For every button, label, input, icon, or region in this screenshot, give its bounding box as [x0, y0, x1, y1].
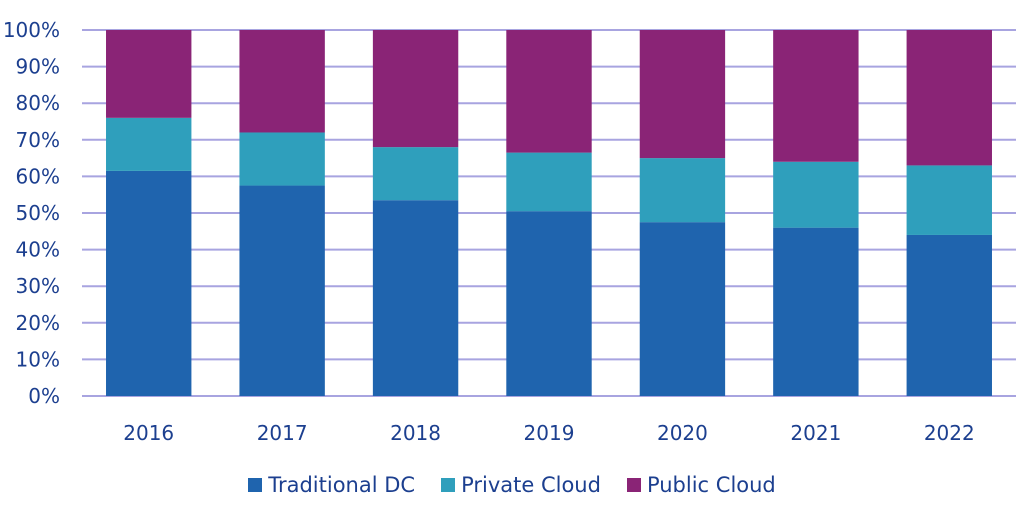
y-tick-label: 60%	[16, 164, 60, 188]
y-tick-label: 30%	[16, 274, 60, 298]
bar-segment-public-cloud	[906, 30, 992, 166]
y-tick-label: 40%	[16, 238, 60, 262]
bar-segment-private-cloud	[239, 132, 325, 186]
y-tick-label: 10%	[16, 347, 60, 371]
y-tick-label: 70%	[16, 128, 60, 152]
legend-item: Private Cloud	[441, 473, 601, 497]
legend-label: Traditional DC	[268, 473, 416, 497]
bar-segment-private-cloud	[906, 165, 992, 235]
bar-segment-traditional-dc	[372, 200, 459, 396]
stacked-bar-chart: 0%10%20%30%40%50%60%70%80%90%100% 2016 20…	[3, 18, 1016, 445]
legend-label: Private Cloud	[461, 473, 601, 497]
x-tick-label: 2020	[657, 421, 708, 445]
bar-segment-traditional-dc	[906, 234, 992, 396]
bar-segment-traditional-dc	[506, 211, 592, 396]
legend-label: Public Cloud	[646, 473, 776, 497]
y-axis-ticks: 0% 10% 20% 30% 40% 50% 60% 70% 80% 90% 100%	[3, 18, 60, 408]
x-tick-label: 2017	[257, 421, 308, 445]
bar-segment-public-cloud	[239, 30, 325, 133]
bar-segment-private-cloud	[106, 117, 192, 171]
legend-item: Public Cloud	[626, 473, 776, 497]
bar-segment-private-cloud	[506, 152, 592, 212]
y-tick-label: 100%	[3, 18, 60, 42]
legend-item: Traditional DC	[248, 473, 415, 497]
bars	[106, 30, 992, 396]
bar-segment-public-cloud	[773, 30, 859, 162]
y-tick-label: 90%	[16, 55, 60, 79]
bar-segment-private-cloud	[639, 158, 726, 223]
x-tick-label: 2021	[790, 421, 841, 445]
bar-segment-public-cloud	[506, 30, 592, 153]
bar-segment-private-cloud	[773, 161, 859, 228]
x-tick-label: 2018	[390, 421, 441, 445]
bar-segment-public-cloud	[639, 30, 726, 159]
x-tick-label: 2016	[123, 421, 174, 445]
bar-segment-private-cloud	[372, 147, 459, 201]
bar-segment-public-cloud	[372, 30, 459, 148]
y-tick-label: 20%	[16, 311, 60, 335]
y-tick-label: 80%	[16, 91, 60, 115]
x-tick-label: 2022	[924, 421, 975, 445]
legend-swatch	[626, 478, 641, 492]
chart-legend: Traditional DC Private Cloud Public Cloud	[0, 468, 1024, 502]
y-tick-label: 50%	[16, 201, 60, 225]
y-tick-label: 0%	[28, 384, 60, 408]
x-axis-ticks: 2016 2017 2018 2019 2020 2021 2022	[123, 421, 974, 445]
legend-swatch	[248, 478, 263, 492]
x-tick-label: 2019	[524, 421, 575, 445]
bar-segment-traditional-dc	[639, 222, 726, 396]
legend-swatch	[441, 478, 456, 492]
bar-segment-public-cloud	[106, 30, 192, 118]
bar-segment-traditional-dc	[239, 185, 325, 396]
bar-segment-traditional-dc	[106, 170, 192, 396]
bar-segment-traditional-dc	[773, 227, 859, 396]
